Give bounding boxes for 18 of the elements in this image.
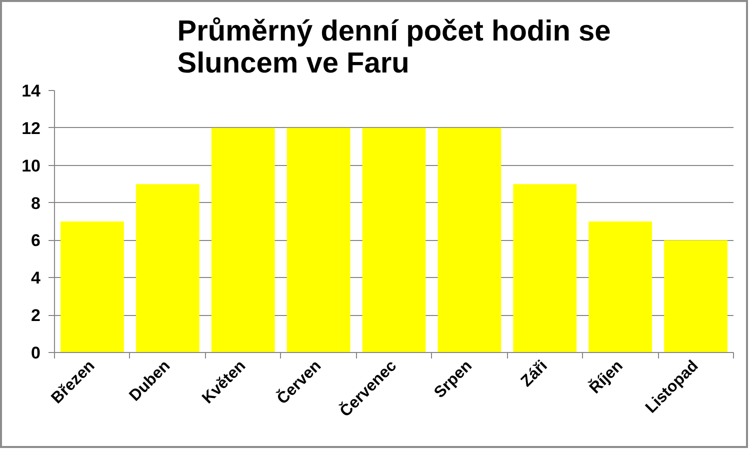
y-tick-label: 0 (31, 344, 41, 362)
y-tick-label: 2 (31, 306, 41, 326)
bar (286, 128, 350, 352)
y-tick-label: 8 (31, 194, 41, 213)
bar (664, 240, 728, 352)
bar (211, 128, 275, 352)
bar (60, 222, 124, 352)
y-tick-label: 6 (31, 231, 41, 250)
y-tick-label: 4 (31, 268, 42, 288)
bar (136, 184, 200, 352)
bar (438, 128, 502, 352)
bar (588, 222, 652, 352)
y-tick-label: 12 (22, 118, 41, 138)
bar (513, 184, 577, 352)
bar (362, 128, 426, 352)
chart-title: Průměrný denní počet hodin se Sluncem ve Faru (177, 16, 611, 80)
y-tick-label: 10 (22, 156, 41, 176)
y-tick-label: 14 (22, 82, 42, 100)
